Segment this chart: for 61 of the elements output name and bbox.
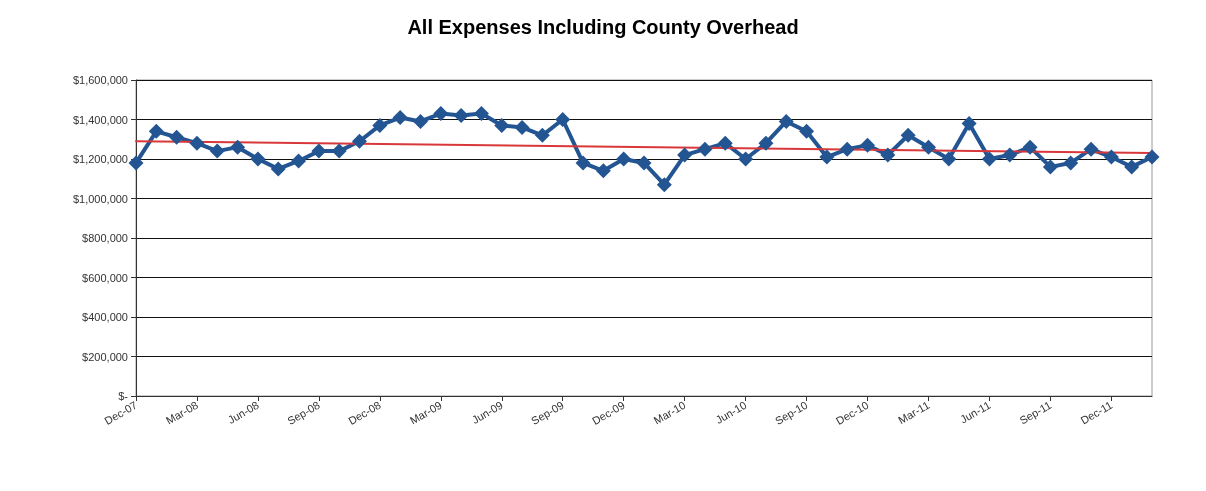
y-tick-label: $1,200,000 [72, 153, 128, 165]
point [1002, 147, 1018, 163]
point [392, 110, 408, 126]
point [595, 163, 611, 179]
point [920, 139, 936, 155]
y-tick-label: $1,400,000 [72, 113, 128, 126]
point [494, 117, 510, 133]
y-tick-label: $1,600,000 [72, 74, 128, 86]
y-tick-label: $- [118, 390, 129, 402]
point [697, 141, 713, 157]
point [656, 177, 672, 193]
point [128, 155, 144, 171]
point [291, 153, 307, 169]
point [230, 139, 246, 155]
y-tick-label: $800,000 [82, 232, 128, 244]
point [880, 147, 896, 163]
point [270, 161, 286, 177]
point [839, 141, 855, 157]
point [1042, 159, 1058, 175]
point [169, 129, 185, 145]
point [860, 137, 876, 153]
point [352, 133, 368, 149]
point [1144, 149, 1160, 165]
y-tick-label: $1,000,000 [72, 192, 128, 205]
y-tick-label: $200,000 [82, 350, 128, 363]
point [677, 147, 693, 163]
point [1124, 159, 1140, 175]
point [1063, 155, 1079, 171]
point [514, 119, 530, 135]
point [473, 106, 489, 122]
y-tick-label: $400,000 [82, 311, 128, 323]
point [575, 155, 591, 171]
point [412, 113, 428, 129]
point [331, 143, 347, 159]
point [636, 155, 652, 171]
point [250, 151, 266, 167]
point [148, 123, 164, 139]
point [616, 151, 632, 167]
point [799, 123, 815, 139]
point [1083, 141, 1099, 157]
chart-title: All Expenses Including County Overhead [407, 16, 799, 38]
point [738, 151, 754, 167]
point [717, 135, 733, 151]
point [900, 127, 916, 143]
point [961, 115, 977, 131]
point [311, 143, 327, 159]
point [555, 112, 571, 127]
point [1022, 139, 1038, 155]
point [941, 151, 957, 167]
point [534, 127, 550, 143]
point [433, 106, 449, 122]
point [778, 113, 794, 129]
point [981, 151, 997, 167]
point [372, 117, 388, 133]
point [758, 135, 774, 151]
point [1103, 149, 1119, 165]
y-tick-label: $600,000 [82, 271, 128, 284]
point [819, 149, 835, 165]
point [453, 108, 469, 124]
point [189, 135, 205, 151]
point [209, 143, 225, 159]
